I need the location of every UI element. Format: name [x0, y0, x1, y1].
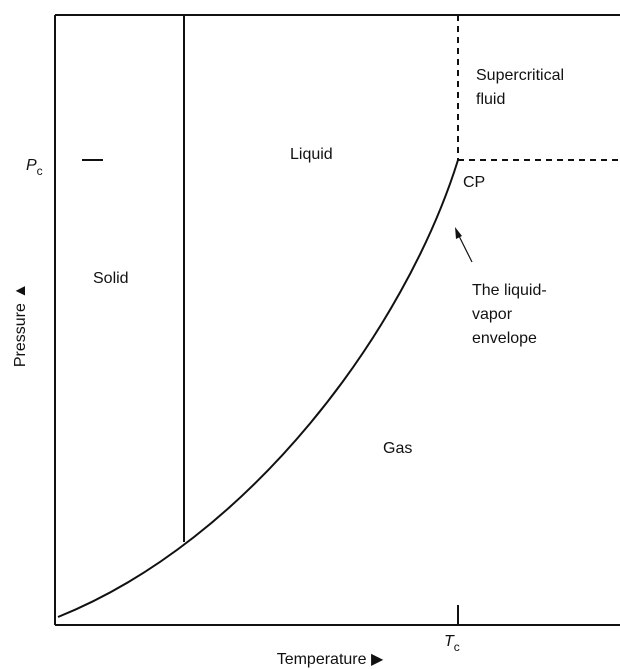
y-axis-label: Pressure ▲	[12, 283, 29, 367]
x-tick-label: Tc	[444, 633, 460, 654]
annotation: vapor	[472, 306, 513, 323]
tick-subscript: c	[454, 640, 460, 654]
region-label: Gas	[383, 440, 412, 457]
tick-symbol: T	[444, 633, 455, 650]
critical-point-label: CP	[463, 174, 485, 191]
region-label: Solid	[93, 270, 129, 287]
annotation-arrow-line	[457, 233, 473, 263]
region-label: Supercritical	[476, 67, 564, 84]
annotation: envelope	[472, 330, 537, 347]
y-tick-label: Pc	[26, 157, 43, 178]
annotation-arrowhead	[455, 227, 462, 239]
region-label: Liquid	[290, 146, 333, 163]
x-axis-label: Temperature ▶	[277, 651, 384, 668]
region-label: fluid	[476, 91, 505, 108]
tick-symbol: P	[26, 157, 37, 174]
tick-subscript: c	[37, 164, 43, 178]
frame	[54, 14, 620, 626]
annotation: The liquid-	[472, 282, 547, 299]
liquid-vapor-curve	[57, 159, 459, 618]
